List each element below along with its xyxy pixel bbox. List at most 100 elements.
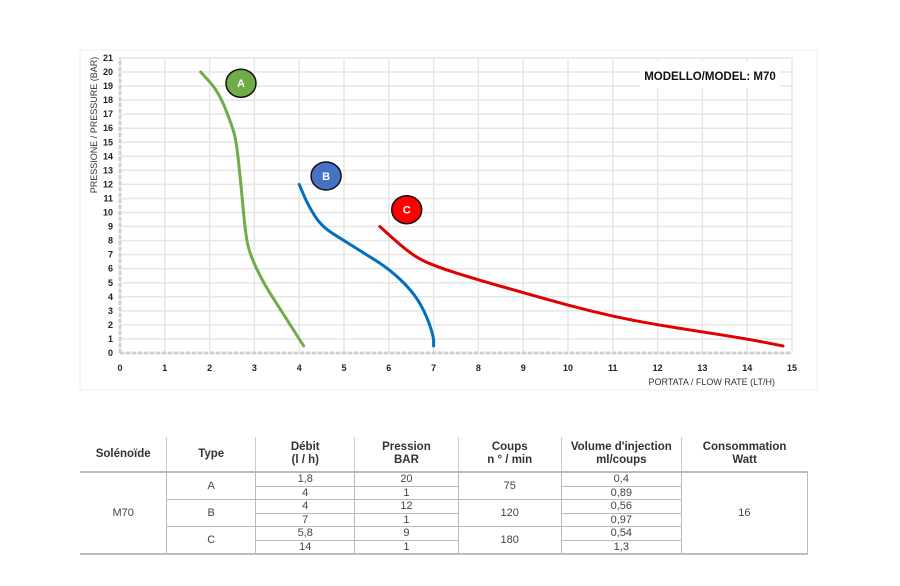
y-tick-label: 1 [108, 334, 113, 344]
y-tick-label: 4 [108, 292, 113, 302]
table-cell: 0,56 [560, 499, 682, 514]
table-cell: 1 [354, 512, 459, 527]
series-B-marker [310, 161, 342, 191]
x-tick-label: 4 [297, 363, 302, 373]
y-tick-label: 3 [108, 306, 113, 316]
table-cell: 0,97 [560, 512, 682, 527]
y-tick-label: 17 [103, 109, 113, 119]
x-tick-label: 12 [653, 363, 663, 373]
column-header: Débit (l / h) [255, 437, 355, 473]
y-tick-label: 9 [108, 222, 113, 232]
table-cell: 1 [354, 485, 459, 500]
table-row: 14 1 1,3 [80, 539, 808, 555]
table-cell: 0,89 [560, 485, 682, 500]
header-line: Débit [290, 441, 320, 453]
column-header: Solénoïde [80, 437, 167, 473]
y-tick-label: 20 [103, 67, 113, 77]
table-cell: 1,3 [560, 539, 682, 555]
x-tick-label: 9 [521, 363, 526, 373]
x-tick-label: 0 [117, 363, 122, 373]
header-line: (l / h) [291, 454, 319, 466]
table-cell: C [166, 526, 257, 555]
header-line: Volume d'injection [570, 441, 672, 453]
table-row: M70 A 1,8 20 75 0,4 16 [80, 471, 809, 555]
table-cell: 4 [255, 499, 356, 514]
table-cell: 4 [255, 485, 356, 500]
table-cell: 14 [255, 539, 356, 555]
x-tick-label: 5 [341, 363, 346, 373]
series-C-marker [390, 194, 423, 225]
header-line: Type [198, 447, 225, 460]
x-tick-label: 6 [386, 363, 391, 373]
specs-table: Solénoïde Type Débit (l / h) Pression BAR Coup… [80, 437, 809, 555]
y-tick-label: 6 [108, 264, 113, 274]
x-tick-label: 13 [697, 363, 707, 373]
y-tick-label: 21 [103, 53, 113, 63]
x-tick-label: 3 [252, 363, 257, 373]
y-tick-label: 12 [103, 179, 113, 189]
x-tick-label: 14 [742, 363, 752, 373]
y-tick-label: 19 [103, 81, 113, 91]
y-axis-label: PRESSIONE / PRESSURE (BAR) [89, 57, 99, 194]
table-cell: 5,8 [255, 526, 356, 541]
y-tick-label: 14 [103, 151, 113, 161]
x-tick-label: 11 [608, 363, 618, 373]
y-tick-label: 18 [103, 95, 113, 105]
table-cell: B [166, 499, 257, 527]
column-header: Coups n ° / min [457, 437, 562, 473]
header-line: Watt [732, 454, 757, 466]
column-header: Volume d'injection ml/coups [560, 437, 682, 473]
series-C-label: C [403, 205, 411, 217]
table-cell: 120 [457, 499, 562, 527]
header-line: Pression [382, 441, 431, 453]
table-cell: 9 [354, 526, 459, 541]
table-cell: 180 [457, 526, 562, 555]
table-cell: 0,54 [560, 526, 682, 541]
x-tick-label: 8 [476, 363, 481, 373]
series-A-line [199, 70, 306, 348]
table-cell: 75 [457, 471, 562, 500]
x-axis-label: PORTATA / FLOW RATE (LT/H) [648, 377, 775, 387]
header-line: Solénoïde [95, 447, 151, 460]
y-tick-label: 11 [103, 193, 113, 203]
table-cell: 1,8 [255, 471, 356, 487]
series-A-marker [225, 68, 257, 98]
table-cell: 7 [255, 512, 356, 527]
header-line: ml/coups [596, 454, 647, 466]
series-B-label: B [322, 171, 330, 183]
table-row: 4 1 0,89 [80, 485, 808, 500]
table-cell: A [166, 471, 257, 500]
table-row: C 5,8 9 180 0,54 [80, 526, 808, 555]
table-cell: 0,4 [560, 471, 682, 487]
table-cell: M70 [80, 471, 168, 555]
x-tick-label: 7 [431, 363, 436, 373]
y-tick-label: 16 [103, 123, 113, 133]
y-tick-label: 13 [103, 165, 113, 175]
header-line: Coups [491, 441, 528, 453]
table-cell: 1 [354, 539, 459, 555]
header-line: BAR [393, 454, 419, 466]
y-tick-label: 7 [108, 250, 113, 260]
column-header: Pression BAR [354, 437, 459, 473]
y-tick-label: 5 [108, 278, 113, 288]
table-row: 7 1 0,97 [80, 512, 808, 527]
x-tick-label: 1 [162, 363, 167, 373]
pressure-flow-chart: 0 1 2 3 4 5 6 7 8 9 10 11 12 13 14 15012345678910111213… [79, 49, 818, 391]
series-B-line [297, 182, 436, 348]
series-A-label: A [237, 78, 245, 90]
table-cell: 12 [354, 499, 459, 514]
column-header: Consommation Watt [680, 437, 808, 473]
y-tick-label: 15 [103, 137, 113, 147]
chart-title: MODELLO/MODEL: M70 [644, 71, 776, 83]
x-tick-label: 15 [787, 363, 797, 373]
table-cell: 20 [354, 471, 459, 487]
header-line: Consommation [702, 441, 787, 453]
y-tick-label: 2 [108, 320, 113, 330]
column-header: Type [166, 437, 256, 473]
x-tick-label: 10 [563, 363, 573, 373]
series-C-line [378, 225, 785, 348]
y-tick-label: 10 [103, 208, 113, 218]
x-tick-label: 2 [207, 363, 212, 373]
y-tick-label: 8 [108, 236, 113, 246]
table-cell: 16 [680, 471, 809, 555]
